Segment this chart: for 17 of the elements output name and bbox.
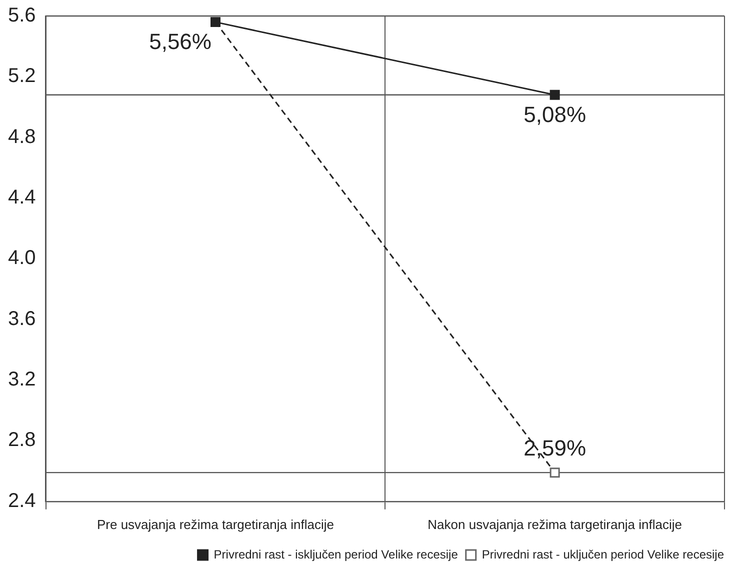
y-tick-label: 5.6: [8, 4, 36, 27]
legend-label: Privredni rast - isključen period Velike recesije: [214, 547, 458, 562]
y-tick-label: 4.8: [8, 126, 36, 148]
x-tick-label: Pre usvajanja režima targetiranja inflacije: [96, 516, 334, 532]
y-tick-label: 5.2: [8, 65, 36, 88]
data-label: 5,56%: [149, 29, 212, 54]
y-tick-label: 2.8: [8, 429, 36, 452]
y-tick-label: 3.6: [8, 308, 36, 330]
point: [550, 90, 560, 100]
x-tick-label: Nakon usvajanja režima targetiranja inflacije: [428, 516, 682, 532]
data-label: 5,08%: [524, 102, 586, 127]
y-tick-label: 3.2: [8, 368, 36, 391]
y-tick-label: 4.0: [8, 247, 36, 270]
data-label: 2,59%: [524, 436, 586, 461]
y-tick-label: 2.4: [8, 490, 36, 512]
legend-label: Privredni rast - uključen period Velike recesije: [482, 547, 724, 562]
y-tick-label: 4.4: [8, 186, 36, 209]
